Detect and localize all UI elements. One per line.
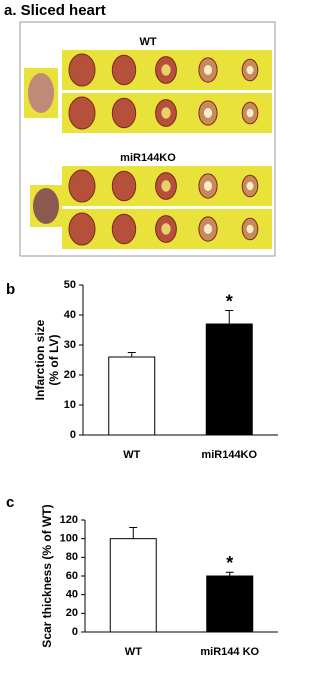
y-tick-label: 30	[64, 339, 76, 351]
y-tick-label: 60	[66, 570, 78, 582]
group-label: miR144KO	[120, 152, 176, 164]
y-tick-label: 80	[66, 551, 78, 563]
slice-lumen	[203, 223, 213, 235]
heart-slice	[111, 170, 137, 202]
bar	[206, 575, 254, 633]
bar	[109, 538, 157, 633]
slice-lumen	[246, 181, 254, 191]
significance-label: *	[226, 553, 233, 573]
significance-label: *	[226, 291, 233, 311]
y-axis-label: Infarction size	[33, 319, 47, 400]
heart-slice	[68, 96, 96, 130]
heart-slice	[111, 97, 137, 129]
y-tick-label: 120	[60, 514, 78, 526]
y-tick-label: 0	[70, 429, 76, 441]
bar	[108, 356, 156, 436]
whole-heart	[33, 188, 59, 224]
heart-slice	[68, 212, 96, 246]
panel-label: c	[6, 494, 14, 511]
heart-slice	[68, 53, 96, 87]
slice-lumen	[161, 64, 171, 76]
slice-lumen	[203, 107, 213, 119]
group-label: WT	[139, 36, 156, 48]
heart-slice	[111, 54, 137, 86]
y-axis-label: (% of LV)	[47, 334, 61, 385]
y-tick-label: 10	[64, 399, 76, 411]
y-tick-label: 50	[64, 279, 76, 291]
slice-lumen	[246, 108, 254, 118]
x-tick-label: WT	[125, 646, 142, 658]
slice-lumen	[203, 180, 213, 192]
x-tick-label: miR144 KO	[200, 646, 259, 658]
slice-lumen	[246, 65, 254, 75]
x-tick-label: miR144KO	[201, 449, 257, 461]
slice-lumen	[203, 64, 213, 76]
whole-heart	[28, 73, 54, 113]
bar	[205, 323, 253, 436]
panel-title: a. Sliced heart	[4, 2, 106, 19]
panel-label: b	[6, 281, 15, 298]
y-tick-label: 0	[72, 626, 78, 638]
heart-slice	[68, 169, 96, 203]
figure: a. Sliced heart WT miR144KO b 0 10 20 30 40 50…	[4, 2, 278, 658]
page: {"panel_a":{"title":"a. Sliced heart","g…	[4, 1, 278, 658]
x-tick-label: WT	[123, 449, 140, 461]
slice-lumen	[246, 224, 254, 234]
slice-lumen	[161, 223, 171, 235]
y-tick-label: 100	[60, 533, 78, 545]
y-axis-label: Scar thickness (% of WT)	[40, 504, 54, 647]
y-tick-label: 40	[66, 589, 78, 601]
slice-lumen	[161, 107, 171, 119]
slice-lumen	[161, 180, 171, 192]
y-tick-label: 20	[66, 607, 78, 619]
y-tick-label: 20	[64, 369, 76, 381]
heart-slice	[111, 213, 137, 245]
y-tick-label: 40	[64, 309, 76, 321]
